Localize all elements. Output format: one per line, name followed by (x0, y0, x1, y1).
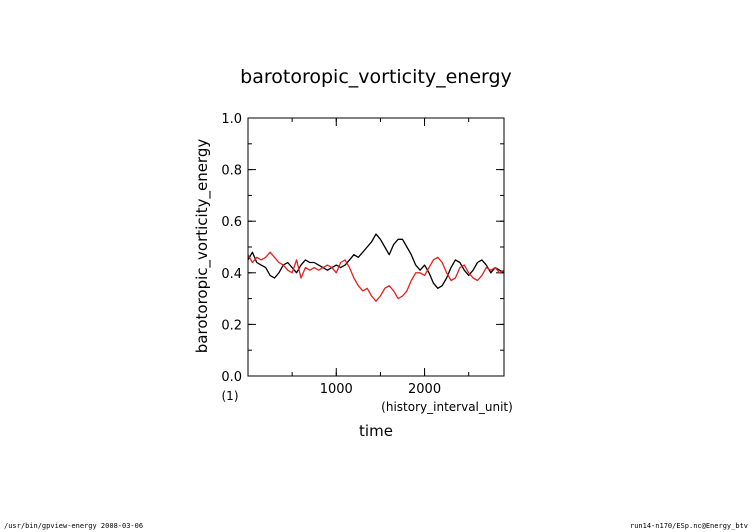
y-tick-label: 1.0 (221, 112, 242, 127)
y-axis-unit: (1) (222, 389, 239, 403)
series-line-1 (247, 233, 505, 289)
y-tick-label: 0.2 (221, 318, 242, 333)
y-tick-label: 0.6 (221, 215, 242, 230)
plot-frame (247, 117, 505, 377)
y-tick-label: 0.8 (221, 164, 242, 179)
footer-left-text: /usr/bin/gpview-energy 2008-03-06 (4, 522, 144, 530)
y-tick-label: 0.4 (221, 267, 242, 282)
series-line-2 (247, 251, 505, 302)
y-axis-label: barotoropic_vorticity_energy (193, 139, 212, 354)
y-tick-label: 0.0 (221, 370, 242, 385)
x-axis-unit: (history_interval_unit) (381, 400, 513, 414)
x-tick-label: 2000 (408, 382, 441, 397)
chart-title: barotoropic_vorticity_energy (240, 66, 512, 88)
series-group (247, 233, 505, 302)
x-tick-label: 1000 (320, 382, 353, 397)
axis-ticks: 0.0 0.2 0.4 0.6 0.8 1.0 1000 2000 (221, 112, 504, 397)
x-axis-label: time (359, 422, 393, 440)
footer-right-text: run14-n170/ESp.nc@Energy_btv (629, 522, 748, 530)
